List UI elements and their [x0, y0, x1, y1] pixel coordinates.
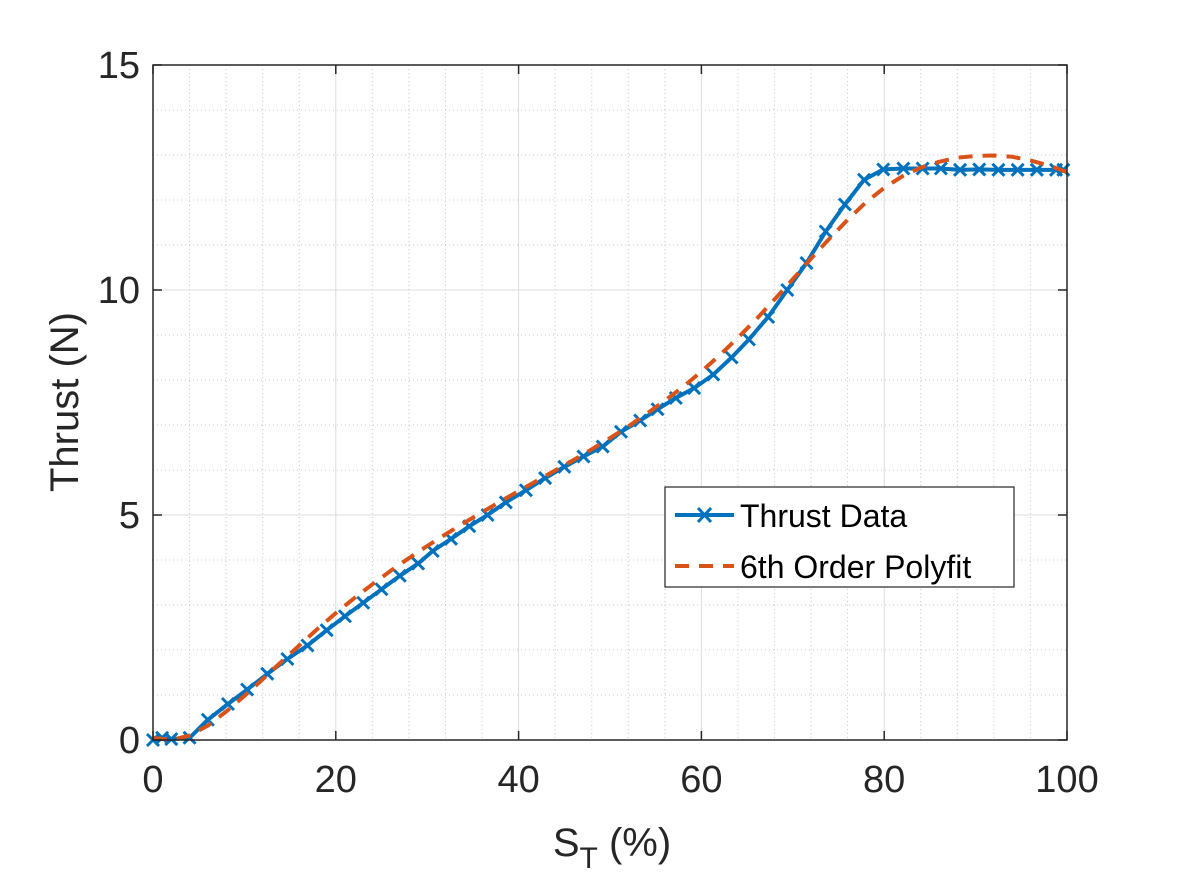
data-point [300, 638, 315, 653]
data-point [896, 161, 911, 176]
data-point [576, 449, 591, 464]
data-point [650, 402, 665, 417]
x-tick-label: 0 [142, 759, 163, 801]
data-point [687, 381, 702, 396]
y-tick-label: 0 [119, 720, 140, 762]
data-point [498, 495, 513, 510]
data-point [706, 367, 721, 382]
data-point [741, 332, 756, 347]
y-axis-label: Thrust (N) [43, 312, 87, 492]
y-tick-label: 15 [98, 45, 140, 87]
legend-label-polyfit: 6th Order Polyfit [740, 549, 971, 585]
series-layer [145, 153, 1071, 748]
data-point [240, 682, 255, 697]
data-point [818, 224, 833, 239]
legend: Thrust Data 6th Order Polyfit [664, 486, 1015, 588]
x-tick-label: 100 [1035, 759, 1098, 801]
data-point [164, 732, 179, 747]
x-axis-label: ST (%) [553, 821, 671, 875]
data-point [200, 712, 215, 727]
data-point [780, 282, 795, 298]
data-point [837, 197, 852, 212]
ticks [152, 64, 1068, 741]
series-line-polyfit [152, 153, 1068, 742]
data-point [857, 172, 872, 187]
minor-grid [153, 65, 1067, 740]
data-point [1029, 162, 1044, 177]
plot-area [153, 65, 1067, 740]
y-tick-label: 5 [119, 495, 140, 537]
data-point [595, 439, 610, 454]
data-point [374, 582, 389, 597]
x-tick-label: 60 [680, 759, 722, 801]
data-point [319, 623, 334, 638]
y-tick-label: 10 [98, 270, 140, 312]
axes-box [152, 64, 1068, 741]
data-point [182, 730, 197, 745]
data-point [991, 162, 1006, 177]
x-tick-label: 20 [315, 759, 357, 801]
data-point [972, 162, 987, 177]
data-point [220, 696, 236, 712]
data-point [356, 595, 371, 610]
tick-labels: 0 20 40 60 80 100 0 5 10 15 [98, 45, 1099, 801]
legend-label-thrust-data: Thrust Data [740, 498, 907, 534]
x-tick-label: 80 [863, 759, 905, 801]
data-point [724, 350, 739, 365]
data-point [953, 162, 968, 177]
data-point [280, 651, 295, 667]
data-point [392, 568, 407, 583]
data-point [876, 162, 891, 177]
data-point [410, 556, 426, 571]
data-point [1010, 162, 1025, 177]
legend-marker-thrust-data [696, 506, 713, 524]
x-tick-label: 40 [497, 759, 539, 801]
legend-box [664, 486, 1015, 588]
data-point [337, 609, 353, 624]
